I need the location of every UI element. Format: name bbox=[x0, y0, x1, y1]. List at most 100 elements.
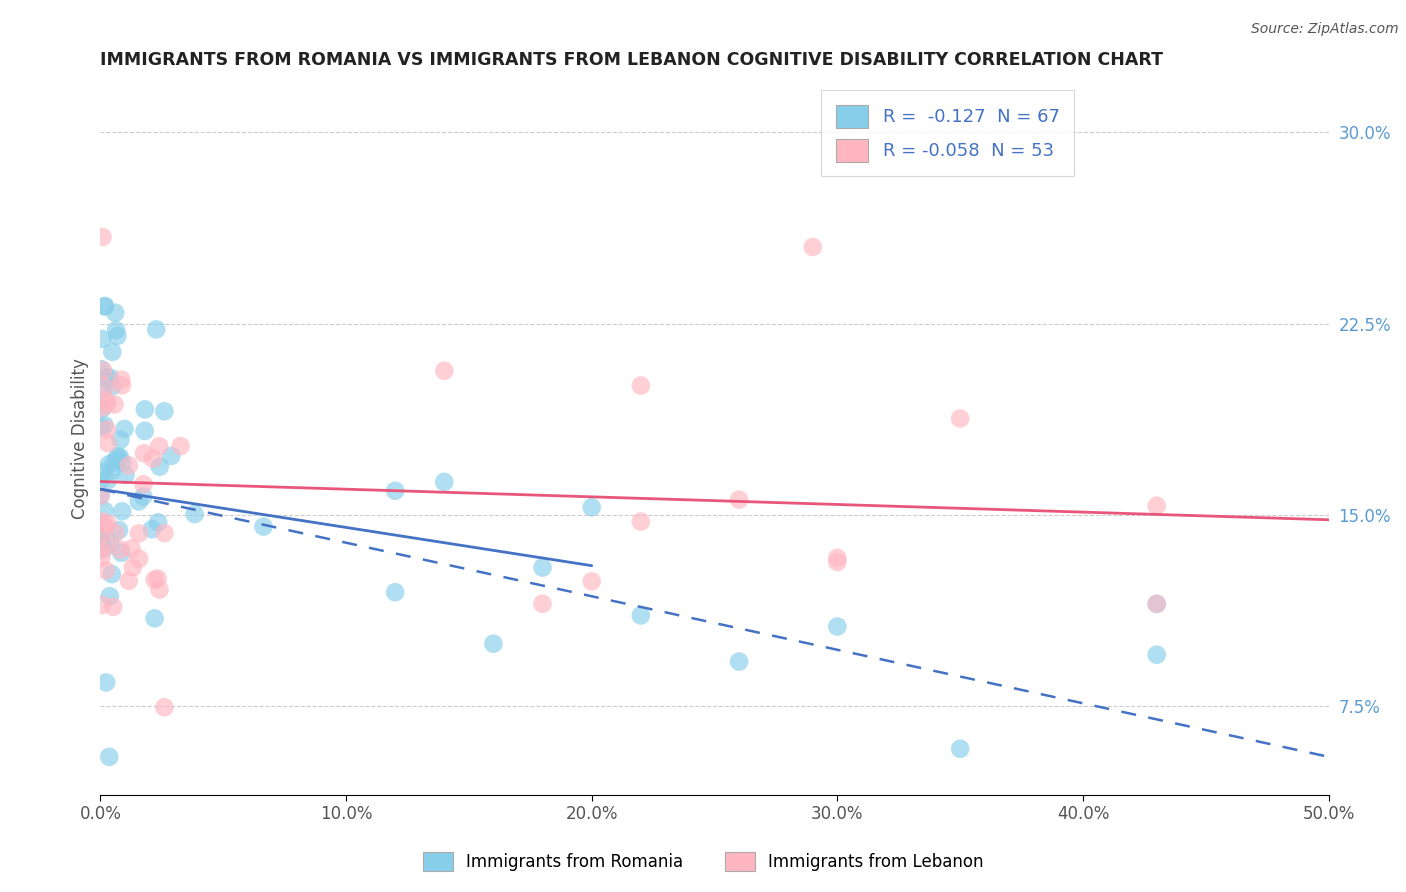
Point bbox=[90, 488, 112, 502]
Point bbox=[96, 396, 118, 410]
Point bbox=[91, 598, 114, 612]
Point bbox=[801, 240, 824, 254]
Point bbox=[90, 525, 112, 540]
Point bbox=[90, 489, 112, 503]
Point bbox=[94, 379, 117, 393]
Point bbox=[90, 543, 112, 558]
Point bbox=[93, 300, 115, 314]
Point bbox=[91, 364, 114, 378]
Point bbox=[97, 457, 120, 471]
Point bbox=[90, 401, 112, 415]
Point bbox=[128, 551, 150, 566]
Point bbox=[104, 306, 127, 320]
Point bbox=[90, 473, 112, 487]
Point bbox=[96, 422, 118, 436]
Point bbox=[96, 436, 118, 450]
Point bbox=[101, 344, 124, 359]
Point bbox=[89, 419, 111, 434]
Point bbox=[148, 439, 170, 453]
Point bbox=[111, 504, 134, 518]
Point bbox=[114, 422, 136, 436]
Point bbox=[1146, 597, 1168, 611]
Point bbox=[384, 483, 406, 498]
Legend: Immigrants from Romania, Immigrants from Lebanon: Immigrants from Romania, Immigrants from… bbox=[415, 843, 991, 880]
Point bbox=[98, 370, 121, 384]
Point bbox=[143, 611, 166, 625]
Point bbox=[728, 492, 751, 507]
Point bbox=[107, 329, 129, 343]
Point bbox=[728, 655, 751, 669]
Point bbox=[132, 477, 155, 491]
Point bbox=[98, 589, 121, 603]
Point bbox=[153, 526, 176, 541]
Point bbox=[128, 494, 150, 508]
Point bbox=[103, 599, 125, 614]
Point bbox=[101, 379, 124, 393]
Point bbox=[110, 433, 132, 447]
Point bbox=[949, 741, 972, 756]
Point bbox=[105, 450, 128, 464]
Point bbox=[90, 384, 112, 398]
Point bbox=[121, 541, 143, 556]
Point bbox=[630, 378, 652, 392]
Point bbox=[118, 458, 141, 473]
Point bbox=[827, 619, 849, 633]
Y-axis label: Cognitive Disability: Cognitive Disability bbox=[72, 358, 89, 518]
Point bbox=[160, 449, 183, 463]
Point bbox=[252, 519, 274, 533]
Point bbox=[118, 574, 141, 588]
Point bbox=[531, 560, 554, 574]
Point bbox=[110, 373, 132, 387]
Point bbox=[91, 230, 114, 244]
Point bbox=[90, 535, 112, 549]
Point bbox=[433, 475, 456, 489]
Point bbox=[104, 525, 127, 540]
Point bbox=[111, 378, 134, 392]
Point bbox=[128, 526, 150, 541]
Point bbox=[142, 451, 165, 466]
Point bbox=[110, 542, 132, 557]
Point bbox=[482, 637, 505, 651]
Point bbox=[581, 500, 603, 515]
Point bbox=[103, 397, 125, 411]
Point bbox=[89, 529, 111, 543]
Point bbox=[91, 515, 114, 529]
Point bbox=[433, 364, 456, 378]
Point bbox=[630, 515, 652, 529]
Point bbox=[94, 299, 117, 313]
Point bbox=[384, 585, 406, 599]
Point bbox=[105, 323, 128, 337]
Point bbox=[103, 455, 125, 469]
Point bbox=[100, 567, 122, 582]
Point bbox=[96, 516, 118, 531]
Point bbox=[98, 749, 121, 764]
Point bbox=[96, 675, 118, 690]
Point bbox=[153, 404, 176, 418]
Point bbox=[90, 362, 112, 376]
Legend: R =  -0.127  N = 67, R = -0.058  N = 53: R = -0.127 N = 67, R = -0.058 N = 53 bbox=[821, 90, 1074, 177]
Point bbox=[90, 550, 112, 565]
Point bbox=[132, 490, 155, 504]
Point bbox=[146, 516, 169, 530]
Point bbox=[148, 582, 170, 597]
Point bbox=[93, 418, 115, 433]
Point bbox=[107, 453, 129, 467]
Point bbox=[149, 459, 172, 474]
Point bbox=[97, 473, 120, 487]
Point bbox=[581, 574, 603, 589]
Point bbox=[827, 555, 849, 569]
Text: IMMIGRANTS FROM ROMANIA VS IMMIGRANTS FROM LEBANON COGNITIVE DISABILITY CORRELAT: IMMIGRANTS FROM ROMANIA VS IMMIGRANTS FR… bbox=[100, 51, 1163, 69]
Point bbox=[132, 446, 155, 460]
Point bbox=[143, 573, 166, 587]
Text: Source: ZipAtlas.com: Source: ZipAtlas.com bbox=[1251, 22, 1399, 37]
Point bbox=[1146, 597, 1168, 611]
Point bbox=[93, 504, 115, 518]
Point bbox=[108, 523, 131, 537]
Point bbox=[101, 463, 124, 477]
Point bbox=[91, 332, 114, 346]
Point bbox=[134, 402, 156, 417]
Point bbox=[169, 439, 191, 453]
Point bbox=[98, 535, 121, 549]
Point bbox=[183, 507, 205, 521]
Point bbox=[94, 539, 117, 553]
